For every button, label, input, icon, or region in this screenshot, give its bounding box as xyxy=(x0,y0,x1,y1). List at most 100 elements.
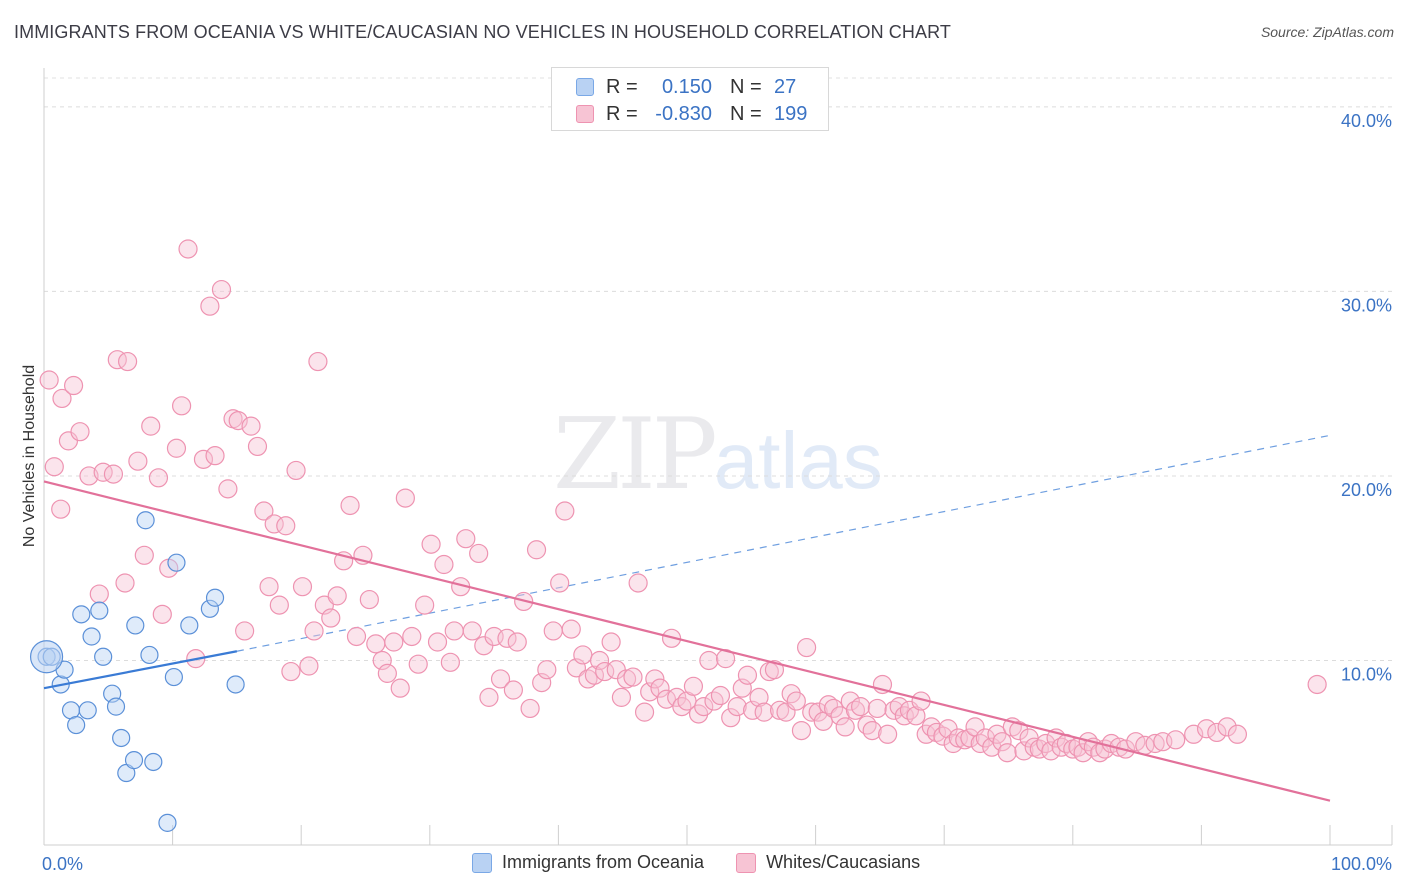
point-whites xyxy=(152,604,172,624)
bottom-legend-item-oceania[interactable]: Immigrants from Oceania xyxy=(472,852,704,873)
legend-box: R = 0.150 N = 27 R = -0.830 N = 199 xyxy=(551,67,829,131)
point-whites xyxy=(1145,733,1165,754)
point-whites xyxy=(395,488,415,508)
point-oceania xyxy=(167,553,186,572)
point-whites xyxy=(970,733,990,754)
trend-line-oceania-extension xyxy=(236,434,1331,652)
point-whites xyxy=(211,279,232,300)
legend-n-value: 27 xyxy=(774,75,797,98)
point-whites xyxy=(840,691,860,711)
point-whites xyxy=(997,743,1017,763)
point-whites xyxy=(561,619,581,639)
point-whites xyxy=(390,678,410,698)
point-oceania xyxy=(200,599,219,618)
point-whites xyxy=(254,501,274,521)
point-whites xyxy=(89,584,109,604)
point-whites xyxy=(269,595,289,615)
chart-title: IMMIGRANTS FROM OCEANIA VS WHITE/CAUCASI… xyxy=(14,22,951,42)
point-whites xyxy=(1227,724,1248,744)
point-whites xyxy=(894,706,914,726)
point-whites xyxy=(1307,674,1327,695)
x-tick-label: 100.0% xyxy=(1331,854,1392,874)
legend-row-oceania: R = 0.150 N = 27 xyxy=(576,74,796,100)
point-whites xyxy=(200,296,220,316)
point-whites xyxy=(366,634,386,654)
point-whites xyxy=(749,687,769,707)
point-whites xyxy=(650,678,670,698)
point-whites xyxy=(377,663,397,683)
point-whites xyxy=(427,632,448,652)
point-whites xyxy=(490,669,511,689)
point-whites xyxy=(878,724,898,744)
point-whites xyxy=(926,722,947,743)
legend-swatch-oceania xyxy=(576,78,594,96)
legend-n-value: 199 xyxy=(774,102,808,125)
point-whites xyxy=(1009,720,1029,741)
point-whites xyxy=(683,676,704,696)
point-whites xyxy=(218,479,238,499)
point-whites xyxy=(616,669,637,689)
point-whites xyxy=(550,573,570,593)
point-whites xyxy=(992,732,1012,752)
point-whites xyxy=(70,422,90,442)
point-whites xyxy=(299,656,319,676)
legend-r-label: R = xyxy=(606,75,638,98)
point-whites xyxy=(584,665,605,685)
bottom-legend-swatch-oceania xyxy=(472,852,492,873)
y-axis-label: No Vehicles in Household xyxy=(21,365,38,547)
point-oceania xyxy=(94,647,113,666)
point-whites xyxy=(63,375,84,396)
legend-n-label: N = xyxy=(730,102,762,125)
axes xyxy=(43,68,1393,846)
point-oceania-large xyxy=(29,640,64,674)
y-tick-label: 20.0% xyxy=(1341,480,1392,500)
point-whites xyxy=(727,697,747,717)
watermark-zip: ZIP xyxy=(553,398,718,512)
point-whites xyxy=(384,632,404,652)
point-whites xyxy=(543,621,563,641)
point-whites xyxy=(672,697,692,717)
point-whites xyxy=(526,540,547,560)
point-whites xyxy=(1196,719,1217,739)
point-whites xyxy=(79,466,99,486)
point-whites xyxy=(205,446,225,466)
point-whites xyxy=(889,697,909,717)
trend-lines xyxy=(236,434,1331,652)
bottom-legend-item-whites[interactable]: Whites/Caucasians xyxy=(736,852,920,873)
point-oceania xyxy=(158,813,177,832)
point-whites xyxy=(241,416,261,436)
point-oceania xyxy=(112,728,131,748)
point-whites xyxy=(359,589,379,610)
point-whites xyxy=(796,637,817,658)
point-whites xyxy=(589,650,610,671)
point-whites xyxy=(51,499,71,519)
point-whites xyxy=(754,702,774,722)
point-whites xyxy=(444,621,464,641)
point-whites xyxy=(1207,722,1227,743)
point-whites xyxy=(117,351,138,372)
y-tick-label: 30.0% xyxy=(1341,295,1392,315)
legend-n-label: N = xyxy=(730,75,762,98)
point-whites xyxy=(304,621,324,641)
point-whites xyxy=(835,717,855,737)
point-whites xyxy=(1166,730,1186,750)
point-whites xyxy=(134,545,154,565)
point-whites xyxy=(634,702,655,722)
point-oceania xyxy=(144,752,163,772)
point-whites xyxy=(286,460,306,481)
point-whites xyxy=(308,351,328,372)
point-oceania xyxy=(205,588,225,607)
point-whites xyxy=(699,650,719,671)
point-whites xyxy=(573,645,593,665)
point-whites xyxy=(721,708,741,728)
point-whites xyxy=(247,436,268,457)
point-whites xyxy=(434,554,454,575)
point-oceania xyxy=(136,511,155,530)
point-whites xyxy=(340,495,360,516)
watermark: ZIPatlas xyxy=(553,398,883,512)
point-oceania xyxy=(106,697,126,716)
grid-lines xyxy=(44,77,1392,661)
point-whites xyxy=(555,501,575,521)
bottom-legend-label-oceania: Immigrants from Oceania xyxy=(502,852,705,872)
point-whites xyxy=(456,529,476,549)
